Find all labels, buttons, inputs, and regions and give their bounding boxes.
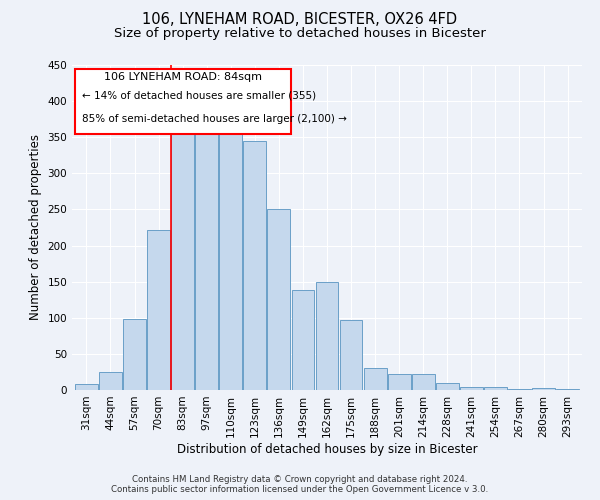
Bar xyxy=(460,387,483,390)
Bar xyxy=(268,210,290,390)
Text: 106 LYNEHAM ROAD: 84sqm: 106 LYNEHAM ROAD: 84sqm xyxy=(104,72,262,82)
Bar xyxy=(388,374,410,390)
Bar xyxy=(316,282,338,390)
Text: 106, LYNEHAM ROAD, BICESTER, OX26 4FD: 106, LYNEHAM ROAD, BICESTER, OX26 4FD xyxy=(142,12,458,28)
Bar xyxy=(244,141,266,390)
Bar xyxy=(75,384,98,390)
Bar xyxy=(532,388,555,390)
Bar xyxy=(556,388,579,390)
Bar xyxy=(340,320,362,390)
Bar xyxy=(508,388,531,390)
Bar xyxy=(364,368,386,390)
Bar xyxy=(171,130,194,390)
Bar xyxy=(220,134,242,390)
Bar xyxy=(484,387,507,390)
Bar xyxy=(292,290,314,390)
Text: Contains public sector information licensed under the Open Government Licence v : Contains public sector information licen… xyxy=(112,485,488,494)
Bar xyxy=(75,68,291,134)
Bar xyxy=(123,319,146,390)
Bar xyxy=(147,230,170,390)
Bar xyxy=(99,372,122,390)
Y-axis label: Number of detached properties: Number of detached properties xyxy=(29,134,42,320)
Text: Contains HM Land Registry data © Crown copyright and database right 2024.: Contains HM Land Registry data © Crown c… xyxy=(132,475,468,484)
Bar xyxy=(195,126,218,390)
Bar xyxy=(436,383,459,390)
X-axis label: Distribution of detached houses by size in Bicester: Distribution of detached houses by size … xyxy=(176,442,478,456)
Text: 85% of semi-detached houses are larger (2,100) →: 85% of semi-detached houses are larger (… xyxy=(82,114,347,124)
Bar xyxy=(412,374,434,390)
Text: ← 14% of detached houses are smaller (355): ← 14% of detached houses are smaller (35… xyxy=(82,91,316,101)
Text: Size of property relative to detached houses in Bicester: Size of property relative to detached ho… xyxy=(114,28,486,40)
